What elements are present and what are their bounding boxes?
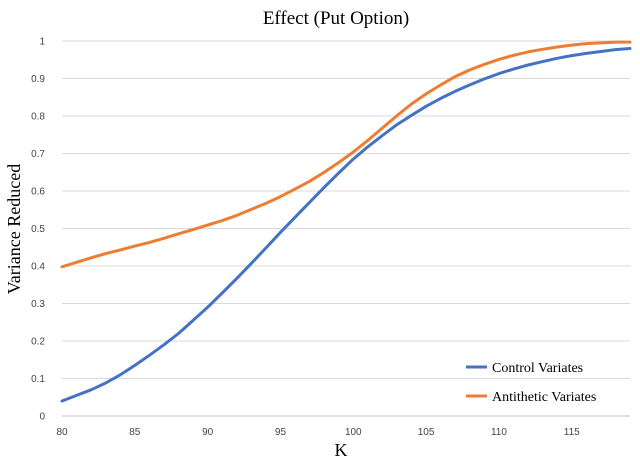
y-tick-label: 0.5 [31,224,45,235]
legend: Control Variates Antithetic Variates [466,361,596,405]
x-tick-label: 115 [564,427,580,438]
series-control-variates-line [60,47,632,403]
y-tick-label: 0.2 [31,337,45,348]
x-tick-label: 85 [129,427,141,438]
x-axis-ticks: 80 85 90 95 100 105 110 115 [56,427,580,438]
x-tick-label: 90 [202,427,214,438]
series-antithetic-variates-line [60,40,632,269]
series-lines [60,40,632,403]
y-tick-label: 1 [39,37,45,48]
y-tick-label: 0.6 [31,187,45,198]
x-axis-label: K [335,440,348,460]
legend-label: Control Variates [492,361,583,376]
legend-label: Antithetic Variates [492,390,596,405]
y-tick-label: 0 [39,412,45,423]
x-tick-label: 105 [418,427,435,438]
chart-title: Effect (Put Option) [263,8,409,29]
y-axis-ticks: 0 0.1 0.2 0.3 0.4 0.5 0.6 0.7 0.8 0.9 1 [31,37,45,423]
y-tick-label: 0.1 [31,374,45,385]
x-tick-label: 80 [56,427,68,438]
x-tick-label: 110 [491,427,507,438]
y-tick-label: 0.9 [31,74,45,85]
y-tick-label: 0.4 [31,262,45,273]
x-tick-label: 95 [275,427,287,438]
x-tick-label: 100 [345,427,362,438]
gridlines [62,40,630,417]
y-tick-label: 0.8 [31,112,45,123]
y-tick-label: 0.3 [31,299,45,310]
y-tick-label: 0.7 [31,149,45,160]
y-axis-label: Variance Reduced [4,164,24,294]
